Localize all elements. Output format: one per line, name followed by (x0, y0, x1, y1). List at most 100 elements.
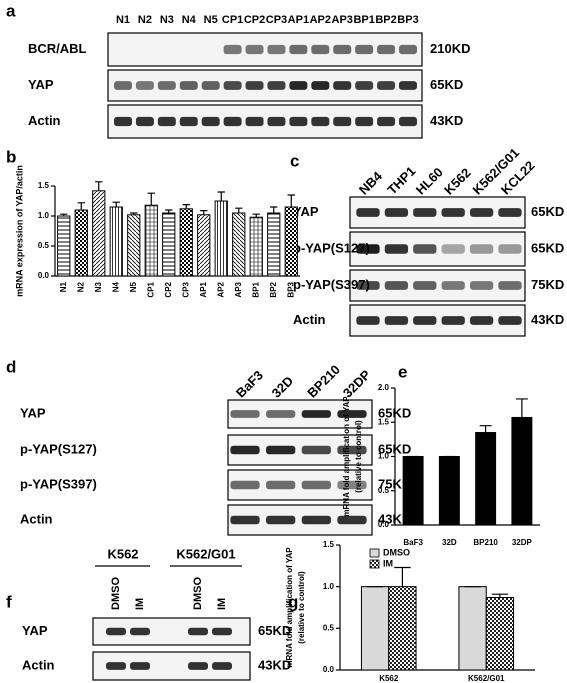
blot-band (157, 81, 176, 90)
blot-band (230, 445, 260, 455)
bar (249, 216, 263, 277)
legend-swatch (369, 548, 380, 558)
x-tick-label: BP210 (473, 538, 498, 547)
blot-band (188, 627, 208, 636)
blot-band (356, 244, 380, 254)
blot-band (399, 44, 417, 55)
row-size: 43KD (430, 113, 463, 128)
row-label: BCR/ABL (28, 41, 87, 56)
y-tick-label: 1.0 (38, 211, 50, 220)
y-tick-label: 0.5 (323, 623, 335, 632)
x-tick-label: BaF3 (403, 538, 423, 547)
blot-band (413, 281, 437, 290)
bar (438, 456, 460, 526)
blot-band (384, 208, 409, 217)
x-tick-label: AP1 (199, 281, 208, 297)
blot-band (356, 281, 380, 290)
panel-letter: e (398, 362, 407, 381)
blot-box (107, 32, 423, 67)
blot-band (355, 81, 374, 90)
y-tick-label: 2.0 (378, 383, 390, 392)
row-label: YAP (22, 623, 48, 638)
blot-band (245, 116, 264, 127)
lane-label: 32D (269, 373, 296, 400)
y-tick-label: 0.5 (38, 241, 50, 250)
blot-band (469, 316, 494, 325)
y-axis-label: (relative to control) (354, 420, 363, 493)
blot-band (223, 81, 242, 90)
error-bar (77, 202, 85, 210)
row-size: 65KD (531, 204, 564, 219)
bar (475, 432, 497, 526)
y-tick-label: 0.0 (378, 520, 390, 529)
error-bar (252, 213, 260, 218)
blot-band (311, 116, 330, 127)
blot-band (441, 244, 465, 254)
x-tick-label: CP3 (181, 281, 190, 297)
lane-label: N5 (204, 14, 218, 26)
blot-box (107, 104, 423, 139)
x-tick-label: CP2 (164, 281, 173, 297)
legend-swatch (369, 559, 380, 569)
blot-band (441, 316, 465, 325)
blot-band (267, 81, 286, 90)
row-label: p-YAP(S127) (293, 240, 370, 255)
blot-band (333, 44, 352, 55)
y-tick-label: 0.0 (323, 665, 335, 674)
row-size: 75KD (531, 277, 564, 292)
error-bar (130, 212, 138, 215)
lane-label: IM (216, 598, 228, 610)
error-bar (165, 209, 173, 213)
error-bar (60, 213, 68, 216)
y-axis-label: mRNA expression of YAP/actin (14, 165, 24, 297)
error-bar (112, 201, 120, 207)
y-tick-label: 0.0 (38, 271, 50, 280)
blot-band (130, 662, 150, 670)
x-tick-label: K562/G01 (468, 674, 505, 683)
error-bar (515, 398, 528, 418)
blot-band (179, 116, 198, 127)
lane-label: HL60 (413, 164, 446, 197)
blot-band (301, 445, 331, 455)
lane-label: DMSO (110, 577, 122, 610)
x-tick-label: N1 (59, 281, 68, 292)
lane-label: BP210 (304, 362, 343, 401)
blot-band (377, 44, 396, 55)
lane-label: N3 (160, 14, 174, 26)
blot-band (114, 116, 132, 127)
x-tick-label: CP1 (146, 281, 155, 297)
blot-band (230, 515, 260, 525)
error-bar (147, 192, 155, 206)
blot-band (384, 281, 409, 290)
lane-label: AP1 (288, 14, 309, 26)
row-size: 43KD (531, 312, 564, 327)
lane-label: BP1 (353, 14, 374, 26)
blot-band (441, 281, 465, 290)
y-tick-label: 1.0 (378, 452, 390, 461)
blot-band (230, 410, 260, 418)
blot-band (337, 515, 367, 525)
blot-band (188, 662, 208, 670)
blot-band (266, 445, 296, 455)
bar (458, 586, 487, 671)
y-axis-label: mRNA fold amplification of YAP (285, 547, 294, 668)
blot-band (135, 81, 154, 90)
blot-band (130, 627, 150, 636)
lane-label: CP2 (244, 14, 265, 26)
bar (485, 597, 515, 671)
row-size: 65KD (531, 240, 564, 255)
bar (360, 586, 390, 671)
bar (162, 212, 176, 277)
blot-band (333, 81, 352, 90)
blot-band (413, 244, 437, 254)
y-axis-label: mRNA fold amplification of YAP (342, 396, 351, 517)
blot-band (223, 116, 242, 127)
blot-band (266, 480, 296, 490)
row-label: Actin (28, 113, 61, 128)
bar (402, 456, 424, 526)
lane-label: N4 (182, 14, 197, 26)
blot-band (106, 627, 126, 636)
blot-band (377, 116, 396, 127)
lane-label: AP3 (332, 14, 353, 26)
lane-label: 32DP (340, 367, 374, 401)
